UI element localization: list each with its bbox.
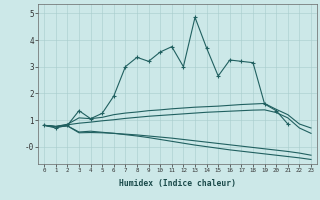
X-axis label: Humidex (Indice chaleur): Humidex (Indice chaleur) [119, 179, 236, 188]
